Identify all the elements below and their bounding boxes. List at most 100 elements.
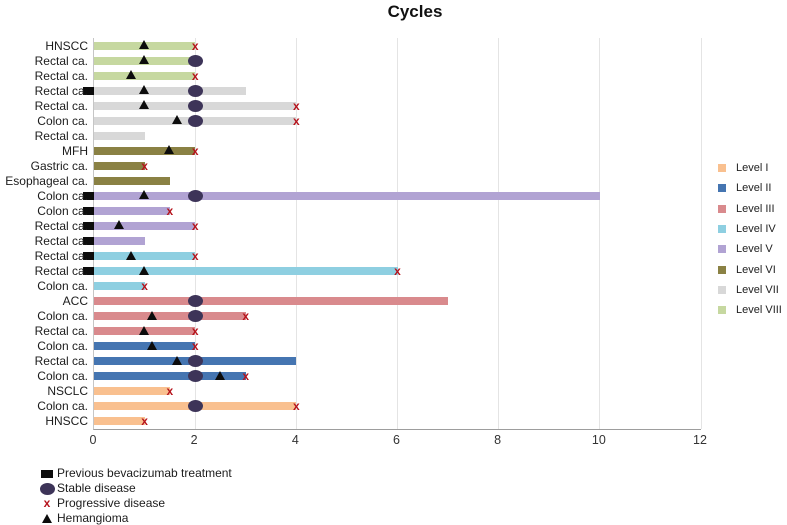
legend-label: Level VII xyxy=(736,283,779,296)
legend-swatch xyxy=(718,245,726,254)
stable-disease-marker xyxy=(187,114,203,127)
progressive-disease-marker: x xyxy=(141,414,148,429)
x-tick-label: 10 xyxy=(591,433,606,447)
y-label: Colon ca. xyxy=(37,188,88,203)
legend-swatch xyxy=(718,285,726,294)
gridline-4 xyxy=(295,38,297,429)
progressive-disease-marker: x xyxy=(191,249,199,264)
hemangioma-marker xyxy=(126,70,137,80)
previous-bevacizumab-marker xyxy=(83,267,94,276)
previous-bevacizumab-marker xyxy=(83,86,94,95)
y-label: Rectal ca. xyxy=(34,68,88,83)
progressive-disease-marker: x xyxy=(166,203,174,218)
x-tick-label: 0 xyxy=(89,433,97,447)
bar-rectal-ca xyxy=(94,131,145,140)
progressive-disease-marker: x xyxy=(242,309,250,324)
y-label: Rectal ca. xyxy=(34,218,88,233)
x-glyph: x xyxy=(43,496,51,511)
bar-rectal-ca xyxy=(94,86,246,95)
bar-esophageal-ca xyxy=(94,176,170,185)
hemangioma-marker xyxy=(126,250,137,260)
square-icon xyxy=(40,466,54,480)
legend-item-level-iv: Level IV xyxy=(718,219,782,239)
legend-swatch xyxy=(718,204,726,213)
legend-swatch xyxy=(718,164,726,173)
hemangioma-marker xyxy=(146,340,157,350)
stable-disease-marker xyxy=(187,54,203,67)
y-label: Colon ca. xyxy=(37,203,88,218)
bar-rectal-ca xyxy=(94,221,196,230)
hemangioma-marker xyxy=(146,310,157,320)
hemangioma-marker xyxy=(139,55,150,65)
bar-rectal-ca xyxy=(94,267,398,276)
bar-acc xyxy=(94,297,449,306)
previous-bevacizumab-marker xyxy=(83,221,94,230)
y-label: Colon ca. xyxy=(37,279,88,294)
marker-legend-label: Hemangioma xyxy=(57,511,129,525)
progressive-disease-marker: x xyxy=(191,324,199,339)
marker-legend-item-triangle: Hemangioma xyxy=(40,511,232,525)
square-glyph xyxy=(41,469,53,478)
progressive-disease-marker: x xyxy=(191,218,199,233)
x-tick-label: 2 xyxy=(190,433,198,447)
x-tick-label: 4 xyxy=(291,433,299,447)
legend-swatch xyxy=(718,225,726,234)
hemangioma-marker xyxy=(139,100,150,110)
y-label: ACC xyxy=(62,294,88,309)
bar-nsclc xyxy=(94,387,170,396)
legend-label: Level VIII xyxy=(736,304,782,317)
progressive-disease-marker: x xyxy=(242,369,250,384)
x-icon: x xyxy=(40,496,54,510)
progressive-disease-marker: x xyxy=(191,339,199,354)
y-label: Esophageal ca. xyxy=(5,173,88,188)
y-label: Rectal ca. xyxy=(34,98,88,113)
y-label: Rectal ca. xyxy=(34,128,88,143)
marker-legend-label: Stable disease xyxy=(57,481,136,496)
y-label: Colon ca. xyxy=(37,369,88,384)
bar-colon-ca xyxy=(94,191,600,200)
legend-label: Level V xyxy=(736,243,773,256)
legend-label: Level IV xyxy=(736,223,776,236)
bar-mfh xyxy=(94,146,196,155)
y-label: HNSCC xyxy=(45,414,88,429)
stable-disease-marker xyxy=(187,370,203,383)
bar-rectal-ca xyxy=(94,237,145,246)
legend-item-level-v: Level V xyxy=(718,239,782,259)
y-label: Rectal ca. xyxy=(34,264,88,279)
hemangioma-marker xyxy=(171,115,182,125)
x-tick-label: 6 xyxy=(393,433,400,447)
previous-bevacizumab-marker xyxy=(83,206,94,215)
previous-bevacizumab-marker xyxy=(83,237,94,246)
legend-label: Level III xyxy=(736,202,775,215)
legend-item-level-vii: Level VII xyxy=(718,280,782,300)
triangle-icon xyxy=(40,511,54,525)
marker-legend-item-square: Previous bevacizumab treatment xyxy=(40,466,232,481)
previous-bevacizumab-marker xyxy=(83,191,94,200)
bar-colon-ca xyxy=(94,312,246,321)
x-tick-label: 12 xyxy=(693,433,707,447)
marker-legend: Previous bevacizumab treatment Stable dis… xyxy=(40,466,232,525)
progressive-disease-marker: x xyxy=(292,399,300,414)
bar-colon-ca xyxy=(94,282,145,291)
legend-item-level-i: Level I xyxy=(718,158,782,178)
hemangioma-marker xyxy=(139,190,150,200)
stable-disease-marker xyxy=(187,295,203,308)
y-label: Rectal ca. xyxy=(34,249,88,264)
y-label: Rectal ca. xyxy=(34,354,88,369)
hemangioma-marker xyxy=(139,85,150,95)
hemangioma-marker xyxy=(139,325,150,335)
previous-bevacizumab-marker xyxy=(83,252,94,261)
bar-hnscc xyxy=(94,417,145,426)
hemangioma-marker xyxy=(139,40,150,50)
progressive-disease-marker: x xyxy=(166,384,174,399)
marker-legend-label: Progressive disease xyxy=(57,496,166,511)
legend-item-level-vi: Level VI xyxy=(718,259,782,279)
y-label: HNSCC xyxy=(45,38,88,53)
y-label: Rectal ca. xyxy=(34,83,88,98)
progressive-disease-marker: x xyxy=(394,264,401,279)
legend-label: Level VI xyxy=(736,263,776,276)
progressive-disease-marker: x xyxy=(191,38,199,53)
bar-colon-ca xyxy=(94,206,170,215)
